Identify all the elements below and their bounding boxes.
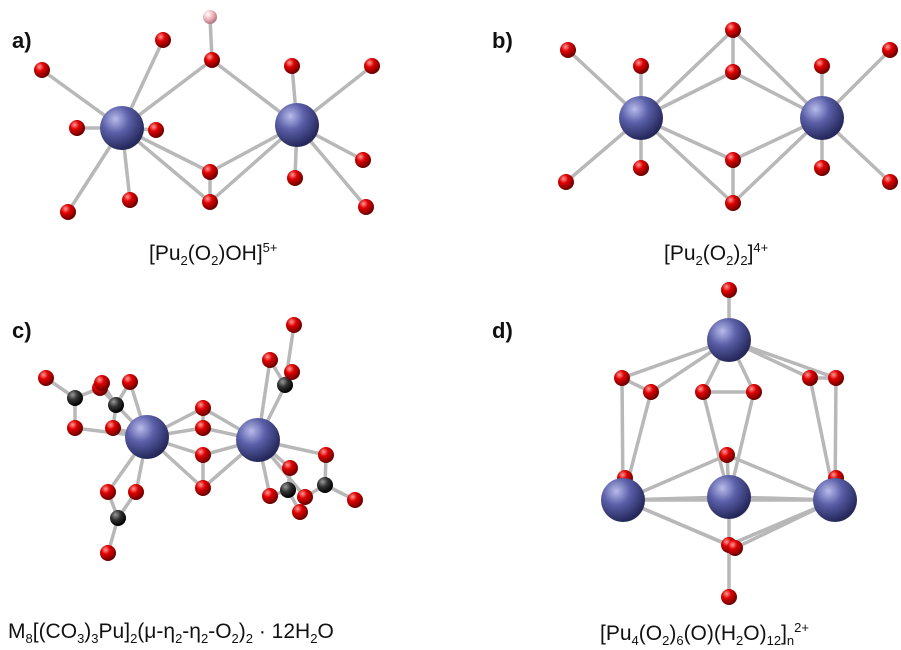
- panel-a-o-atom: [155, 32, 171, 48]
- panel-d-o-atom: [721, 589, 737, 605]
- panel-b-pu-atom: [619, 96, 663, 140]
- panel-c-o-atom: [262, 352, 278, 368]
- panel-c-o-atom: [38, 370, 54, 386]
- panel-c-o-atom: [195, 400, 211, 416]
- panel-c-c-atom: [317, 477, 333, 493]
- panel-label-c: c): [12, 318, 32, 343]
- panel-c-o-atom: [262, 488, 278, 504]
- panel-c-o-atom: [67, 420, 83, 436]
- panel-d-o-atom: [727, 540, 743, 556]
- panel-c-o-atom: [347, 492, 363, 508]
- caption-d: [Pu4(O2)6(O)(H2O)12]n2+: [600, 620, 809, 649]
- panel-d-pu-atom: [707, 475, 751, 519]
- panel-a-o-atom: [355, 152, 371, 168]
- panel-c-o-atom: [100, 484, 116, 500]
- panel-c-pu-atom: [125, 415, 169, 459]
- panel-a-o-atom: [284, 58, 300, 74]
- panel-d-o-atom: [719, 447, 735, 463]
- panel-c-o-atom: [94, 375, 110, 391]
- panel-b-o-atom: [558, 174, 574, 190]
- panel-b-o-atom: [633, 160, 649, 176]
- panel-a-o-atom: [204, 52, 220, 68]
- panel-a-o-atom: [34, 62, 50, 78]
- panel-a-o-atom: [202, 164, 218, 180]
- panel-d-o-atom: [643, 384, 659, 400]
- caption-a: [Pu2(O2)OH]5+: [149, 240, 278, 269]
- panel-label-b: b): [492, 28, 513, 53]
- panel-a-o-atom: [358, 199, 374, 215]
- panel-a-o-atom: [69, 120, 85, 136]
- panel-c-o-atom: [105, 420, 121, 436]
- molecular-structures: [34, 10, 898, 605]
- panel-a-h-atom: [203, 10, 217, 24]
- panel-c-c-atom: [277, 377, 293, 393]
- panel-a-o-atom: [122, 192, 138, 208]
- panel-a-pu-atom: [275, 103, 319, 147]
- panel-c-pu-atom: [236, 418, 280, 462]
- panel-a-o-atom: [364, 58, 380, 74]
- panel-c-o-atom: [284, 364, 300, 380]
- panel-a-o-atom: [60, 204, 76, 220]
- panel-d-pu-atom: [601, 478, 645, 522]
- panel-c-c-atom: [110, 510, 126, 526]
- panel-b-o-atom: [882, 42, 898, 58]
- panel-d-pu-atom: [707, 318, 751, 362]
- panel-c-o-atom: [195, 447, 211, 463]
- panel-c-o-atom: [286, 317, 302, 333]
- panel-c-c-atom: [67, 390, 83, 406]
- panel-a-pu-atom: [100, 106, 144, 150]
- panel-a-o-atom: [148, 122, 164, 138]
- panel-a-o-atom: [202, 194, 218, 210]
- panel-d-o-atom: [695, 384, 711, 400]
- panel-a-o-atom: [287, 170, 303, 186]
- panel-d-o-atom: [802, 370, 818, 386]
- panel-c-o-atom: [195, 420, 211, 436]
- panel-b-pu-atom: [800, 96, 844, 140]
- panel-c-o-atom: [292, 504, 308, 520]
- panel-d-o-atom: [721, 282, 737, 298]
- panel-b-o-atom: [814, 160, 830, 176]
- panel-d-o-atom: [614, 370, 630, 386]
- panel-b-o-atom: [560, 42, 576, 58]
- panel-b-o-atom: [882, 174, 898, 190]
- panel-d-pu-atom: [813, 478, 857, 522]
- panel-d-o-atom: [828, 370, 844, 386]
- panel-d-o-atom: [746, 384, 762, 400]
- caption-b: [Pu2(O2)2]4+: [664, 240, 769, 269]
- panel-b-o-atom: [725, 22, 741, 38]
- panel-b-o-atom: [725, 195, 741, 211]
- panel-b-o-atom: [725, 64, 741, 80]
- panel-b-o-atom: [814, 58, 830, 74]
- panel-label-d: d): [492, 318, 513, 343]
- panel-c-c-atom: [108, 397, 124, 413]
- panel-b-o-atom: [633, 58, 649, 74]
- panel-c-o-atom: [297, 489, 313, 505]
- panel-c-o-atom: [100, 545, 116, 561]
- panel-c-o-atom: [318, 447, 334, 463]
- panel-c-o-atom: [122, 374, 138, 390]
- panel-c-o-atom: [128, 484, 144, 500]
- panel-c-o-atom: [195, 480, 211, 496]
- panel-c-c-atom: [280, 482, 296, 498]
- caption-c: M8[(CO3)3Pu]2(μ-η2-η2-O2)2 · 12H2O: [8, 620, 334, 647]
- panel-label-a: a): [12, 28, 32, 53]
- panel-b-o-atom: [725, 152, 741, 168]
- panel-c-o-atom: [282, 460, 298, 476]
